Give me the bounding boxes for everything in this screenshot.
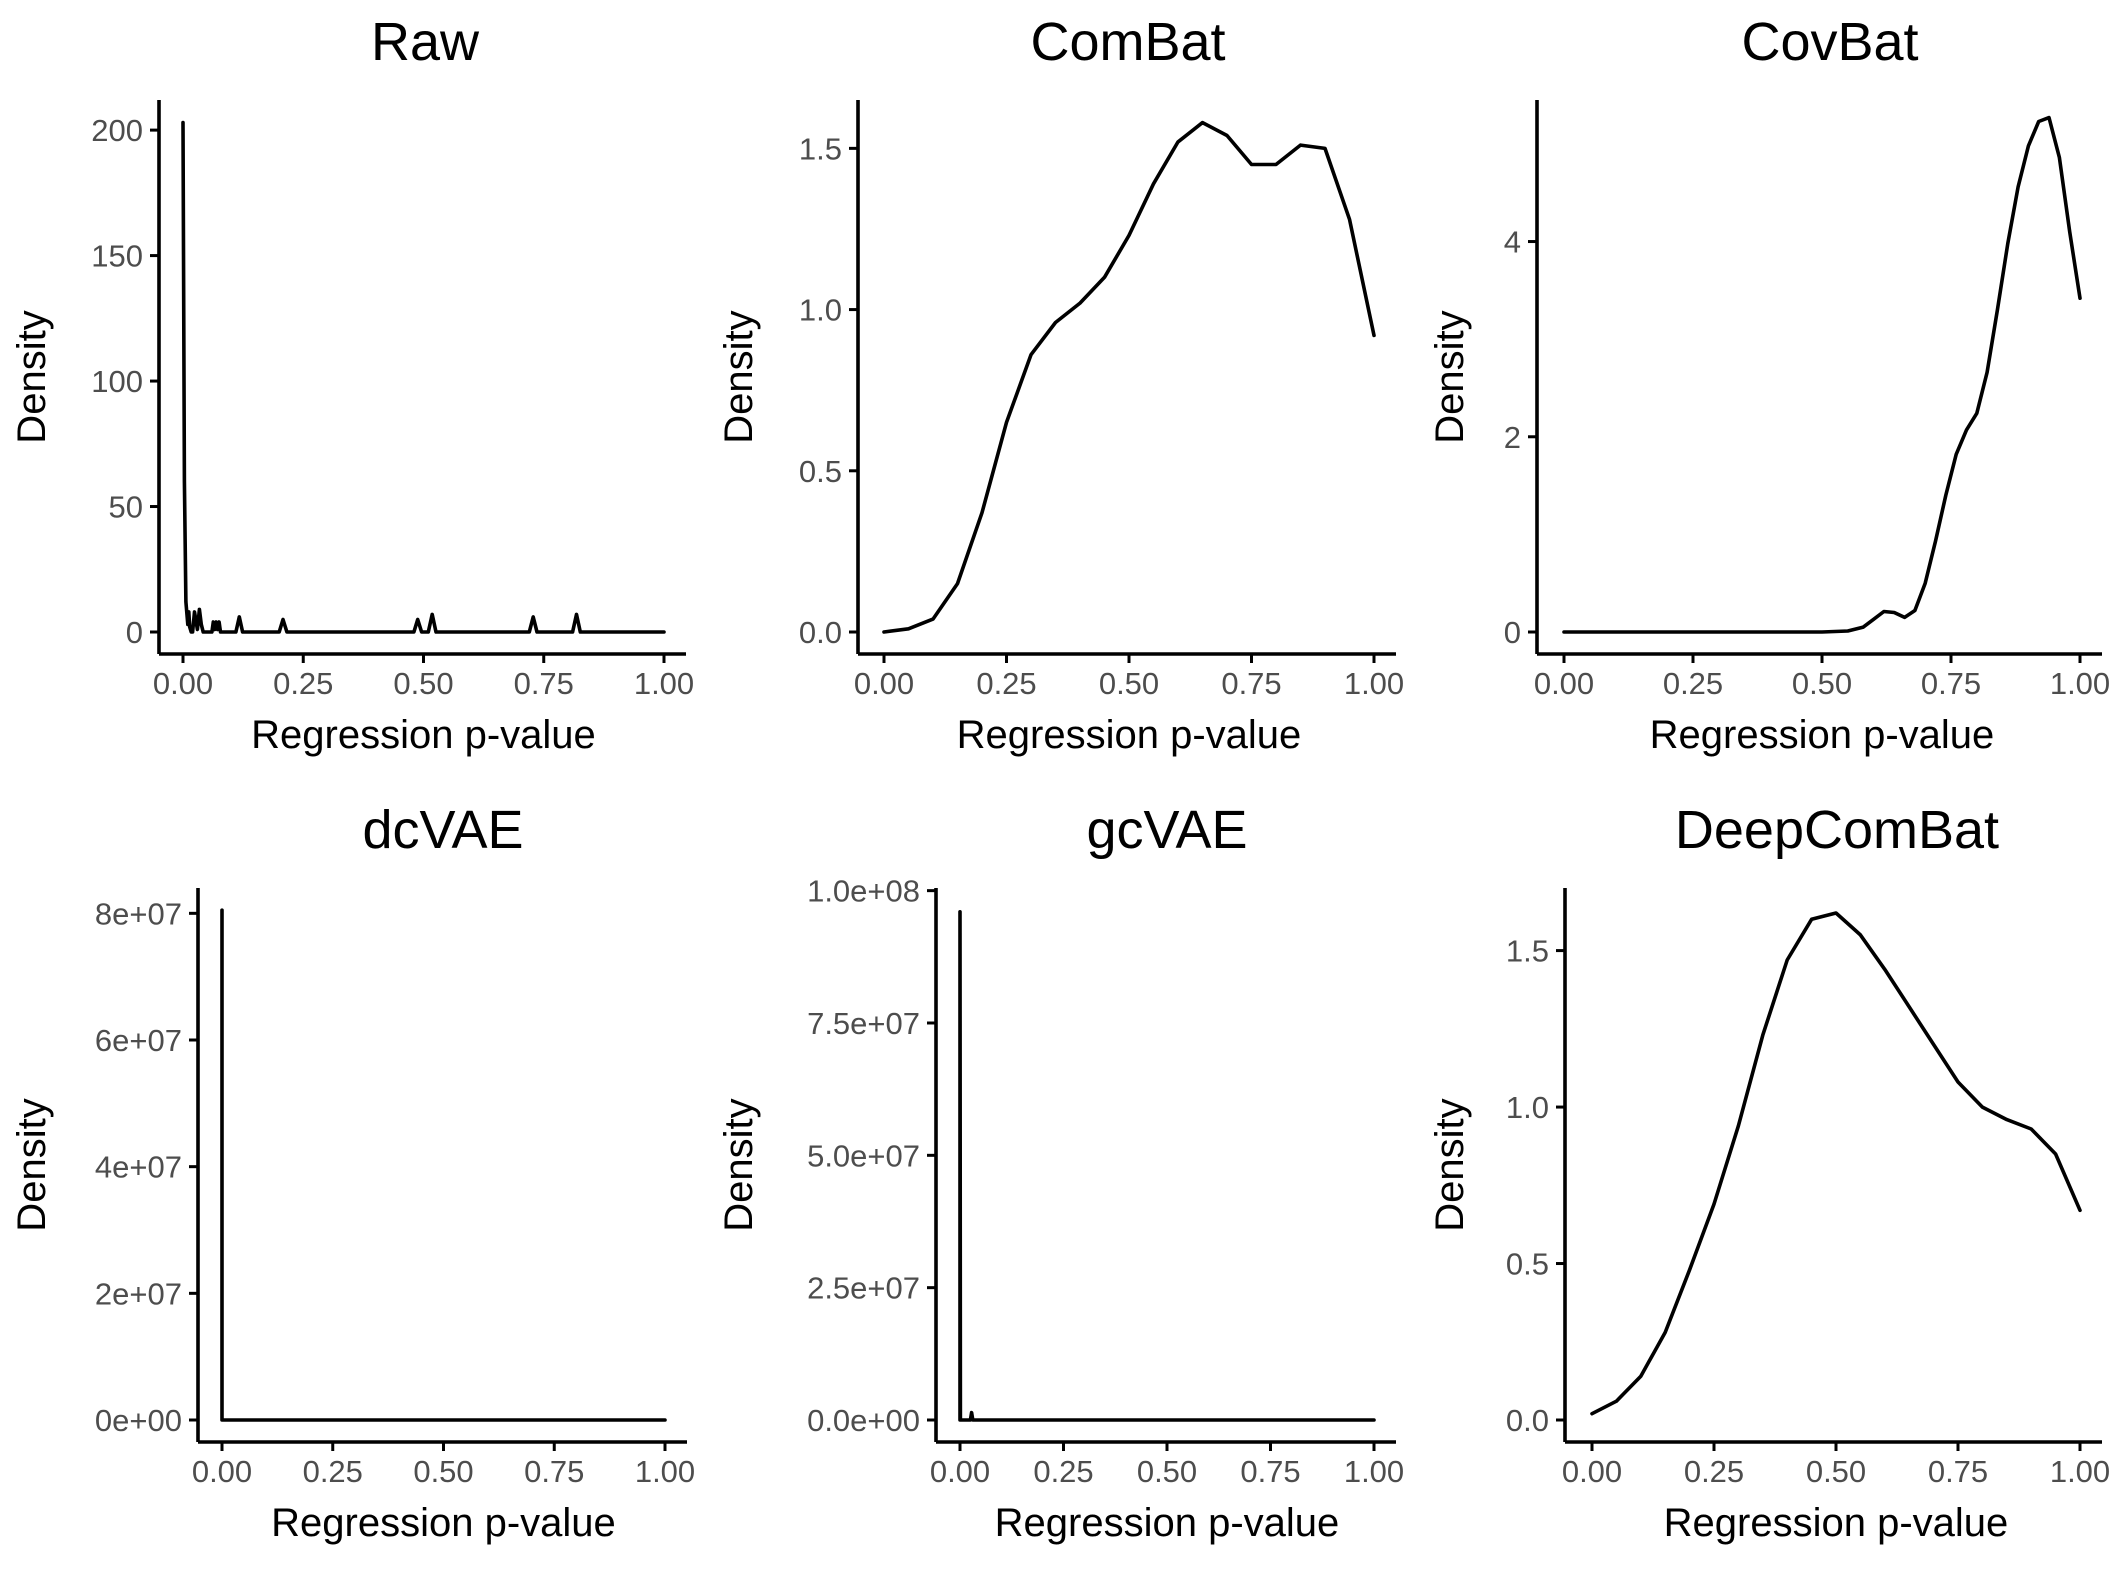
x-tick-label: 0.25	[1663, 666, 1723, 701]
x-tick-label: 0.75	[1240, 1454, 1300, 1489]
x-tick-label: 0.25	[976, 666, 1036, 701]
x-tick-label: 0.00	[153, 666, 213, 701]
panel-1: Raw 0 50 100 150 200 0.00 0.25 0.50 0.75 1.00 Regre…	[10, 12, 694, 757]
density-line	[958, 909, 1376, 1422]
y-tick-label: 8e+07	[95, 896, 182, 931]
x-tick-label: 0.25	[1684, 1454, 1744, 1489]
y-tick-label: 0.0e+00	[807, 1403, 920, 1438]
x-tick-label: 1.00	[634, 666, 694, 701]
x-tick-label: 0.50	[1806, 1454, 1866, 1489]
y-tick-label: 2	[1504, 420, 1521, 455]
x-tick-label: 1.00	[2050, 1454, 2110, 1489]
y-tick-label: 50	[109, 490, 143, 525]
x-axis-label: Regression p-value	[271, 1501, 616, 1545]
panel-6: DeepComBat 0.0 0.5 1.0 1.5 0.00 0.25 0.50 0.75 1.…	[1428, 800, 2110, 1545]
y-axis-label: Density	[10, 310, 54, 443]
x-axis-label: Regression p-value	[251, 713, 596, 757]
panel-title: ComBat	[1030, 12, 1225, 72]
x-tick-label: 0.50	[1792, 666, 1852, 701]
y-axis-label: Density	[717, 310, 761, 443]
panel-title: dcVAE	[362, 800, 523, 860]
panel-2: ComBat 0.0 0.5 1.0 1.5 0.00 0.25 0.50 0.75 1.00 Re…	[717, 12, 1404, 757]
x-tick-label: 0.75	[1921, 666, 1981, 701]
y-tick-label: 0.5	[799, 454, 842, 489]
y-axis-label: Density	[10, 1098, 54, 1231]
x-tick-label: 0.00	[192, 1454, 252, 1489]
density-line	[1590, 911, 2082, 1416]
panel-title: Raw	[371, 12, 480, 72]
density-line	[1562, 115, 2082, 634]
y-tick-label: 2.5e+07	[807, 1271, 920, 1306]
x-tick-label: 1.00	[635, 1454, 695, 1489]
x-axis-label: Regression p-value	[995, 1501, 1340, 1545]
y-axis-label: Density	[1428, 1098, 1472, 1231]
panel-4: dcVAE 0e+00 2e+07 4e+07 6e+07 8e+07 0.00 0.25 0.…	[10, 800, 695, 1545]
density-line	[181, 120, 666, 634]
y-tick-label: 200	[91, 113, 143, 148]
y-tick-label: 0.5	[1506, 1247, 1549, 1282]
panel-title: gcVAE	[1086, 800, 1247, 860]
density-line	[220, 908, 667, 1422]
panel-3: CovBat 0 2 4 0.00 0.25 0.50 0.75 1.00 Regression …	[1428, 12, 2110, 757]
x-tick-label: 0.75	[1928, 1454, 1988, 1489]
y-tick-label: 1.0e+08	[807, 874, 920, 909]
y-tick-label: 4	[1504, 225, 1521, 260]
x-tick-label: 0.50	[1137, 1454, 1197, 1489]
x-tick-label: 0.75	[524, 1454, 584, 1489]
y-axis-label: Density	[1428, 310, 1472, 443]
x-tick-label: 1.00	[2050, 666, 2110, 701]
y-tick-label: 0	[126, 615, 143, 650]
x-tick-label: 0.50	[413, 1454, 473, 1489]
x-tick-label: 0.25	[273, 666, 333, 701]
x-tick-label: 0.00	[1562, 1454, 1622, 1489]
x-tick-label: 0.50	[1099, 666, 1159, 701]
y-tick-label: 150	[91, 239, 143, 274]
y-tick-label: 2e+07	[95, 1276, 182, 1311]
x-tick-label: 0.00	[1534, 666, 1594, 701]
panel-5: gcVAE 0.0e+00 2.5e+07 5.0e+07 7.5e+07 1.0e+08…	[717, 800, 1404, 1545]
y-tick-label: 1.5	[1506, 934, 1549, 969]
x-tick-label: 0.25	[1033, 1454, 1093, 1489]
y-axis-label: Density	[717, 1098, 761, 1231]
y-tick-label: 1.0	[799, 293, 842, 328]
y-tick-label: 100	[91, 364, 143, 399]
y-tick-label: 0	[1504, 615, 1521, 650]
x-tick-label: 0.25	[303, 1454, 363, 1489]
x-tick-label: 0.75	[1221, 666, 1281, 701]
y-tick-label: 7.5e+07	[807, 1006, 920, 1041]
y-tick-label: 0.0	[799, 615, 842, 650]
x-axis-label: Regression p-value	[1664, 1501, 2009, 1545]
x-axis-label: Regression p-value	[957, 713, 1302, 757]
y-tick-label: 0.0	[1506, 1403, 1549, 1438]
panel-title: CovBat	[1741, 12, 1918, 72]
panel-title: DeepComBat	[1675, 800, 1999, 860]
x-tick-label: 0.75	[514, 666, 574, 701]
y-tick-label: 0e+00	[95, 1403, 182, 1438]
x-axis-label: Regression p-value	[1650, 713, 1995, 757]
y-tick-label: 4e+07	[95, 1150, 182, 1185]
y-tick-label: 1.5	[799, 131, 842, 166]
x-tick-label: 1.00	[1344, 666, 1404, 701]
density-line	[882, 120, 1376, 634]
x-tick-label: 0.50	[393, 666, 453, 701]
y-tick-label: 1.0	[1506, 1090, 1549, 1125]
y-tick-label: 5.0e+07	[807, 1138, 920, 1173]
x-tick-label: 0.00	[930, 1454, 990, 1489]
x-tick-label: 1.00	[1344, 1454, 1404, 1489]
x-tick-label: 0.00	[854, 666, 914, 701]
y-tick-label: 6e+07	[95, 1023, 182, 1058]
